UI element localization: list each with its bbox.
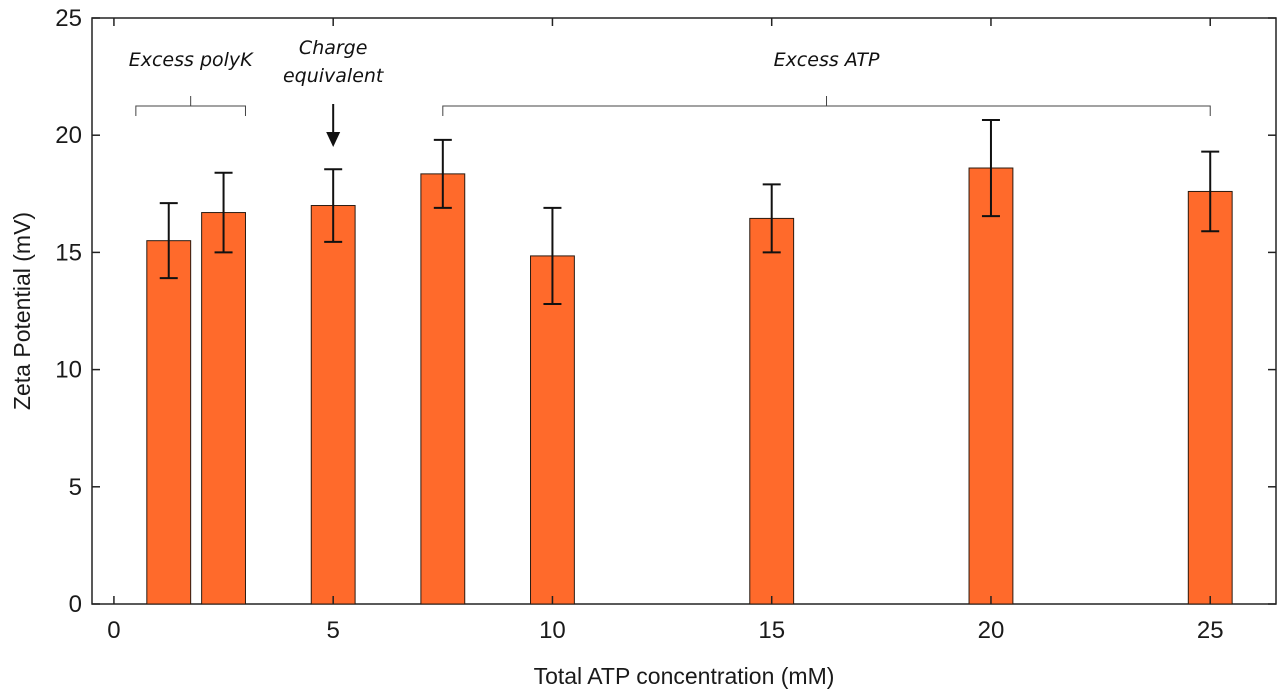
annotations-group: Excess polyK Charge equivalent Excess ATP — [129, 37, 1211, 147]
x-tick-label: 15 — [758, 617, 785, 644]
bar — [420, 173, 466, 605]
annotation-bracket — [135, 96, 246, 116]
y-tick-label: 0 — [69, 591, 82, 618]
bar — [1187, 190, 1233, 605]
y-axis-label: Zeta Potential (mV) — [9, 212, 35, 410]
bar — [146, 240, 192, 605]
annotation-label: Excess ATP — [774, 49, 880, 71]
x-tick-label: 10 — [539, 617, 566, 644]
y-tick-label: 15 — [55, 239, 82, 266]
annotation-label: Excess polyK — [129, 49, 254, 71]
y-tick-label: 20 — [55, 122, 82, 149]
y-tick-label: 10 — [55, 357, 82, 384]
bar — [530, 255, 575, 605]
annotation-label: Charge — [299, 37, 368, 59]
y-tick-label: 25 — [55, 5, 82, 32]
bars-group — [146, 167, 1233, 605]
x-tick-label: 20 — [978, 617, 1005, 644]
x-tick-label: 5 — [327, 617, 340, 644]
annotation-bracket — [442, 96, 1211, 116]
annotation-label: equivalent — [283, 65, 385, 87]
x-axis-label: Total ATP concentration (mM) — [534, 663, 835, 689]
bar — [749, 217, 795, 605]
x-axis-ticks: 0 5 10 15 20 25 — [107, 18, 1224, 644]
x-tick-label: 25 — [1197, 617, 1224, 644]
y-tick-label: 5 — [69, 474, 82, 501]
bar — [968, 167, 1014, 605]
x-tick-label: 0 — [107, 617, 120, 644]
plot-area — [91, 17, 1277, 605]
y-axis-ticks: 0 5 10 15 20 25 — [55, 5, 1276, 618]
error-bars-group — [159, 118, 1220, 305]
bar — [310, 205, 356, 605]
bar — [201, 212, 246, 605]
annotation-arrow-head — [326, 132, 341, 147]
